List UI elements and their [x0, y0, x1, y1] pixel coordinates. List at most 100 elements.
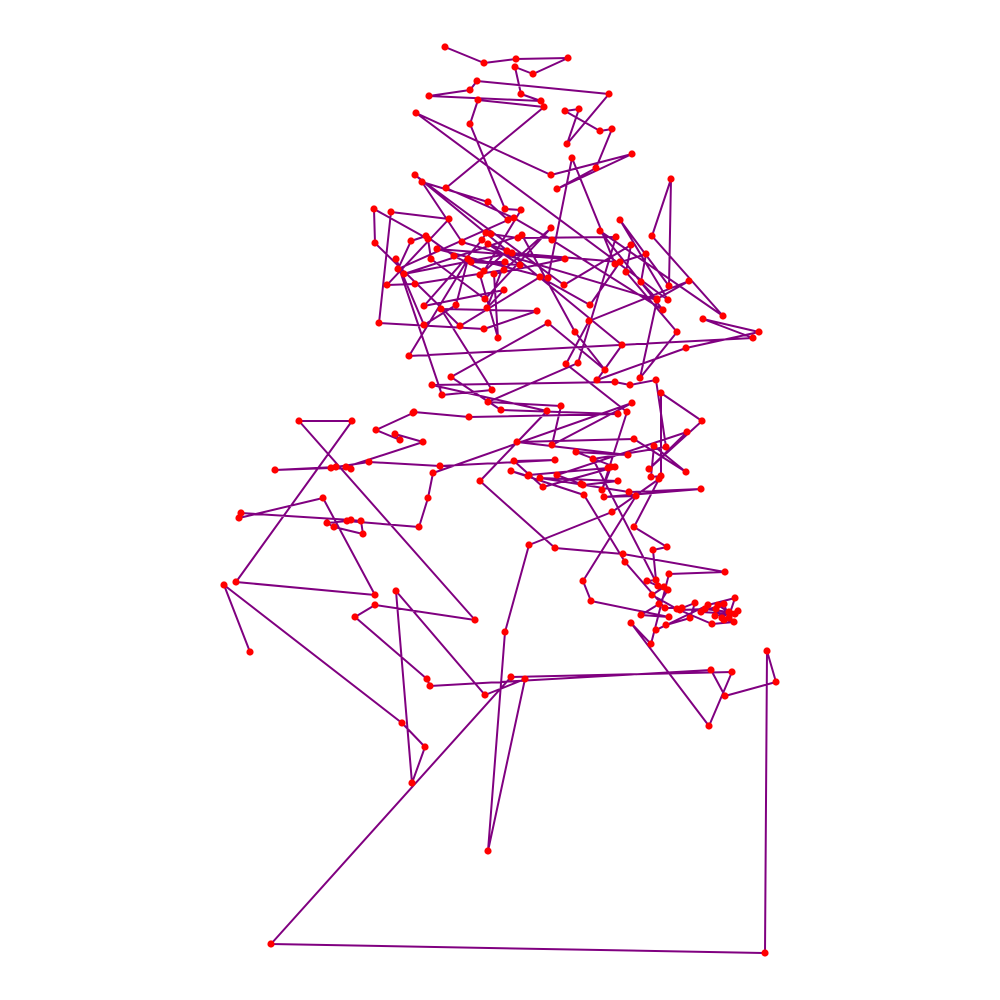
data-point [685, 277, 693, 285]
data-point [648, 232, 656, 240]
data-point [428, 381, 436, 389]
data-point [503, 247, 511, 255]
data-point [371, 601, 379, 609]
data-point [347, 516, 355, 524]
data-point [551, 544, 559, 552]
data-point [614, 410, 622, 418]
data-point [507, 673, 515, 681]
data-point [547, 171, 555, 179]
data-point [504, 216, 512, 224]
data-point [235, 514, 243, 522]
data-point [652, 626, 660, 634]
data-point [608, 508, 616, 516]
data-point [398, 719, 406, 727]
data-point [323, 519, 331, 527]
data-point [365, 458, 373, 466]
data-point [647, 640, 655, 648]
data-point [347, 465, 355, 473]
data-point [405, 352, 413, 360]
data-point [601, 366, 609, 374]
data-point [624, 451, 632, 459]
data-point [636, 374, 644, 382]
data-point [728, 668, 736, 676]
data-point [612, 233, 620, 241]
data-point [579, 577, 587, 585]
data-point [637, 278, 645, 286]
data-point [452, 301, 460, 309]
data-point [660, 583, 668, 591]
data-point [445, 215, 453, 223]
data-point [563, 140, 571, 148]
data-point [585, 317, 593, 325]
data-point [630, 435, 638, 443]
data-point [691, 599, 699, 607]
data-point [664, 296, 672, 304]
data-point [645, 465, 653, 473]
data-point [544, 319, 552, 327]
data-point [683, 428, 691, 436]
data-point [517, 90, 525, 98]
data-point [623, 408, 631, 416]
data-point [483, 304, 491, 312]
data-point [655, 475, 663, 483]
data-point [517, 206, 525, 214]
data-point [500, 266, 508, 274]
data-point [392, 255, 400, 263]
data-point [478, 236, 486, 244]
data-point [592, 164, 600, 172]
data-point [630, 523, 638, 531]
data-point [540, 103, 548, 111]
data-point [652, 576, 660, 584]
data-point [662, 443, 670, 451]
data-point [371, 239, 379, 247]
data-point [611, 260, 619, 268]
data-point [663, 543, 671, 551]
data-point [627, 619, 635, 627]
data-point [533, 307, 541, 315]
data-point [721, 568, 729, 576]
data-point [246, 648, 254, 656]
data-point [657, 389, 665, 397]
data-point [425, 92, 433, 100]
data-point [480, 325, 488, 333]
data-point [548, 441, 556, 449]
data-point [487, 230, 495, 238]
data-point [536, 273, 544, 281]
data-point [730, 618, 738, 626]
data-point [220, 581, 228, 589]
data-point [480, 59, 488, 67]
data-point [653, 295, 661, 303]
data-point [626, 381, 634, 389]
data-point [678, 604, 686, 612]
data-point [564, 54, 572, 62]
data-point [667, 175, 675, 183]
data-point [271, 466, 279, 474]
data-point [421, 743, 429, 751]
data-point [661, 604, 669, 612]
data-point [616, 216, 624, 224]
marker-layer [220, 43, 780, 957]
data-point [621, 558, 629, 566]
data-point [513, 438, 521, 446]
data-point [420, 321, 428, 329]
data-point [411, 280, 419, 288]
data-point [619, 550, 627, 558]
data-point [708, 620, 716, 628]
data-point [587, 597, 595, 605]
data-point [351, 613, 359, 621]
data-point [719, 312, 727, 320]
data-point [232, 578, 240, 586]
data-point [734, 607, 742, 615]
data-point [267, 940, 275, 948]
data-point [547, 224, 555, 232]
data-point [391, 430, 399, 438]
data-point [628, 150, 636, 158]
data-point [721, 692, 729, 700]
data-point [490, 270, 498, 278]
data-point [394, 265, 402, 273]
data-point [484, 847, 492, 855]
data-point [409, 409, 417, 417]
data-point [512, 55, 520, 63]
data-point [544, 274, 552, 282]
